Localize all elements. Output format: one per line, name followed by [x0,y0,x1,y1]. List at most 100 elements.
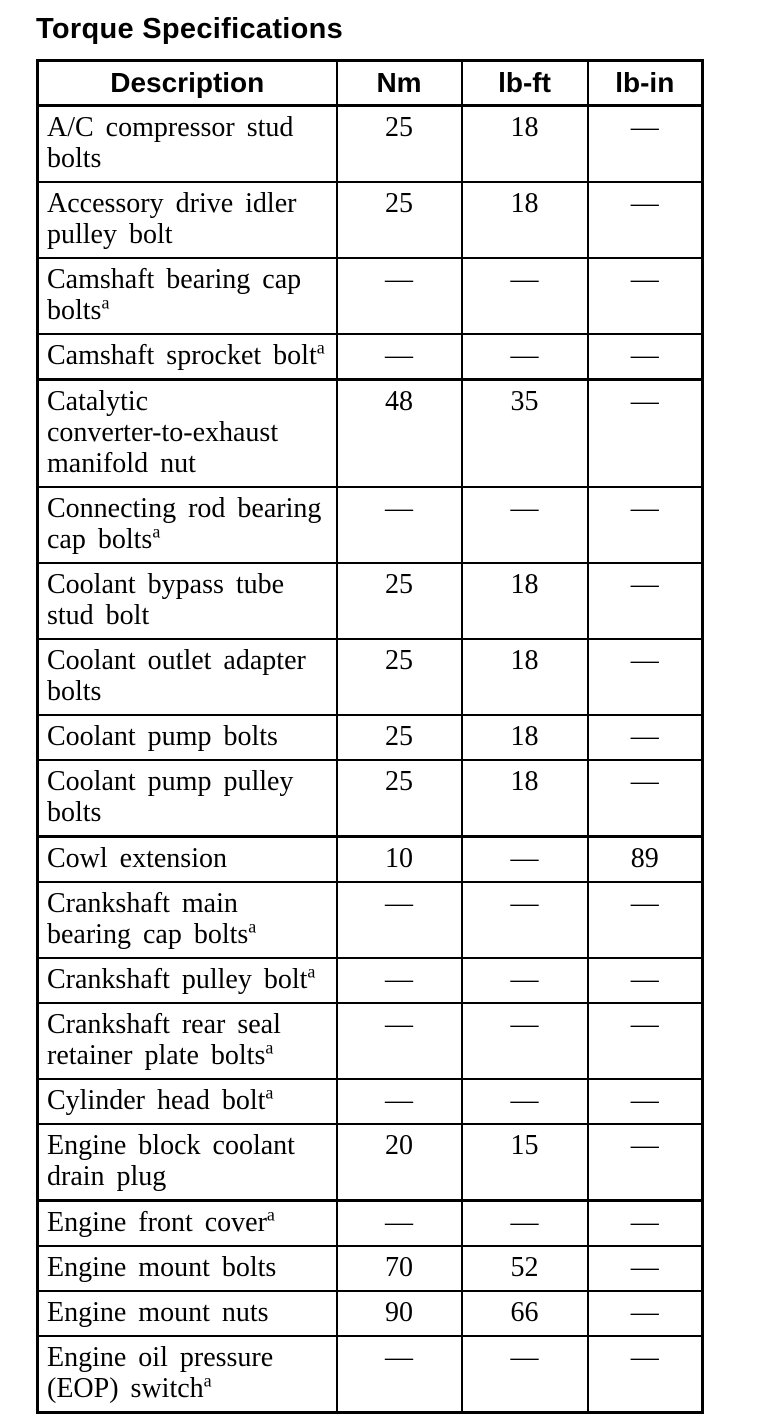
table-row: Catalytic converter-to-exhaust manifold … [36,378,704,488]
lb-ft-cell: — [460,1002,589,1080]
lb-in-cell: — [586,881,704,959]
description-cell: Connecting rod bearing cap boltsa [36,486,338,564]
nm-cell: 25 [335,104,463,183]
footnote-marker: a [266,1204,275,1225]
footnote-marker: a [203,1370,212,1391]
lb-ft-cell: 35 [460,378,589,488]
table-row: Engine oil pressure (EOP) switcha — — — [36,1335,704,1414]
column-header-lb-ft: lb-ft [460,59,589,107]
table-row: Camshaft sprocket bolta — — — [36,333,704,381]
table-row: Cylinder head bolta — — — [36,1078,704,1125]
table-row: Engine mount nuts 90 66— [36,1290,704,1337]
lb-ft-cell: 18 [460,181,589,259]
nm-cell: 25 [335,638,463,716]
nm-cell: 70 [335,1245,463,1292]
column-header-lb-in: lb-in [586,59,704,107]
lb-ft-cell: 18 [460,562,589,640]
lb-ft-cell: — [460,1199,589,1247]
description-cell: Coolant bypass tube stud bolt [36,562,338,640]
table-row: A/C compressor stud bolts 25 18— [36,104,704,183]
lb-ft-cell: 52 [460,1245,589,1292]
nm-cell: 48 [335,378,463,488]
footnote-marker: a [316,337,325,358]
lb-in-cell: — [586,333,704,381]
nm-cell: — [335,1002,463,1080]
description-cell: A/C compressor stud bolts [36,104,338,183]
footnote-marker: a [307,961,316,982]
lb-in-cell: — [586,1002,704,1080]
nm-cell: — [335,957,463,1004]
table-row: Coolant outlet adapter bolts 25 18— [36,638,704,716]
lb-ft-cell: — [460,881,589,959]
nm-cell: 25 [335,714,463,761]
nm-cell: 25 [335,562,463,640]
description-cell: Cylinder head bolta [36,1078,338,1125]
lb-in-cell: — [586,1245,704,1292]
lb-ft-cell: — [460,1078,589,1125]
nm-cell: — [335,333,463,381]
table-body: A/C compressor stud bolts 25 18— Accessory … [36,104,704,1414]
description-cell: Crankshaft pulley bolta [36,957,338,1004]
page-title: Torque Specifications [36,13,344,45]
lb-in-cell: — [586,1199,704,1247]
lb-ft-cell: 15 [460,1123,589,1202]
description-cell: Engine front covera [36,1199,338,1247]
table-row: Coolant bypass tube stud bolt 25 18— [36,562,704,640]
lb-in-cell: — [586,378,704,488]
column-header-description: Description [36,59,338,107]
nm-cell: 25 [335,759,463,838]
lb-in-cell: — [586,104,704,183]
table-row: Accessory drive idler pulley bolt 25 18— [36,181,704,259]
description-cell: Camshaft bearing cap boltsa [36,257,338,335]
description-cell: Cowl extension [36,835,338,883]
table-row: Connecting rod bearing cap boltsa — — — [36,486,704,564]
lb-in-cell: — [586,714,704,761]
table-row: Coolant pump pulley bolts 25 18— [36,759,704,838]
torque-specifications-table: Description Nm lb-ft lb-in A/C compresso… [36,59,704,1414]
nm-cell: 10 [335,835,463,883]
lb-ft-cell: — [460,486,589,564]
lb-in-cell: — [586,759,704,838]
table-row: Camshaft bearing cap boltsa — — — [36,257,704,335]
lb-in-cell: — [586,1290,704,1337]
description-cell: Crankshaft main bearing cap boltsa [36,881,338,959]
nm-cell: — [335,1199,463,1247]
lb-in-cell: — [586,257,704,335]
nm-cell: — [335,1335,463,1414]
lb-in-cell: — [586,638,704,716]
description-cell: Engine oil pressure (EOP) switcha [36,1335,338,1414]
lb-ft-cell: 18 [460,638,589,716]
lb-ft-cell: 66 [460,1290,589,1337]
nm-cell: 20 [335,1123,463,1202]
footnote-marker: a [265,1037,274,1058]
lb-in-cell: — [586,181,704,259]
lb-in-cell: — [586,1078,704,1125]
lb-ft-cell: — [460,957,589,1004]
lb-ft-cell: — [460,257,589,335]
table-row: Cowl extension 10—89 [36,835,704,883]
description-cell: Coolant outlet adapter bolts [36,638,338,716]
description-cell: Engine mount nuts [36,1290,338,1337]
footnote-marker: a [265,1082,274,1103]
nm-cell: 90 [335,1290,463,1337]
lb-in-cell: — [586,1335,704,1414]
description-cell: Coolant pump bolts [36,714,338,761]
table-row: Coolant pump bolts 25 18— [36,714,704,761]
lb-ft-cell: 18 [460,104,589,183]
description-cell: Engine mount bolts [36,1245,338,1292]
nm-cell: — [335,881,463,959]
lb-in-cell: — [586,562,704,640]
footnote-marker: a [152,521,161,542]
description-cell: Accessory drive idler pulley bolt [36,181,338,259]
nm-cell: — [335,1078,463,1125]
table-row: Engine block coolant drain plug 20 15— [36,1123,704,1202]
lb-in-cell: — [586,1123,704,1202]
nm-cell: 25 [335,181,463,259]
column-header-nm: Nm [335,59,463,107]
nm-cell: — [335,486,463,564]
nm-cell: — [335,257,463,335]
footnote-marker: a [101,292,110,313]
header-row: Description Nm lb-ft lb-in [36,59,704,107]
description-cell: Engine block coolant drain plug [36,1123,338,1202]
